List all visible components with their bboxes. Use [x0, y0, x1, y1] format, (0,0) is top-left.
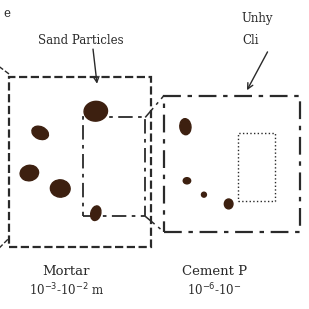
Text: Cement P: Cement P [182, 265, 247, 278]
Ellipse shape [224, 199, 233, 209]
Bar [164, 96, 300, 232]
Text: Sand Particles: Sand Particles [37, 34, 123, 47]
Text: 10$^{-3}$-10$^{-2}$ m: 10$^{-3}$-10$^{-2}$ m [29, 282, 104, 299]
Text: e: e [3, 7, 10, 20]
Text: 10$^{-6}$-10$^{-}$: 10$^{-6}$-10$^{-}$ [188, 282, 242, 299]
Bar [238, 133, 275, 201]
Ellipse shape [91, 206, 101, 221]
Text: Unhy: Unhy [241, 12, 273, 25]
Ellipse shape [32, 126, 49, 140]
Bar [9, 77, 151, 247]
Ellipse shape [20, 165, 39, 181]
Text: Cli: Cli [243, 34, 259, 47]
Bar [83, 117, 145, 216]
Ellipse shape [50, 180, 70, 197]
Ellipse shape [201, 192, 206, 197]
Text: Mortar: Mortar [43, 265, 90, 278]
Ellipse shape [183, 178, 191, 184]
Ellipse shape [84, 101, 108, 121]
Ellipse shape [180, 119, 191, 135]
